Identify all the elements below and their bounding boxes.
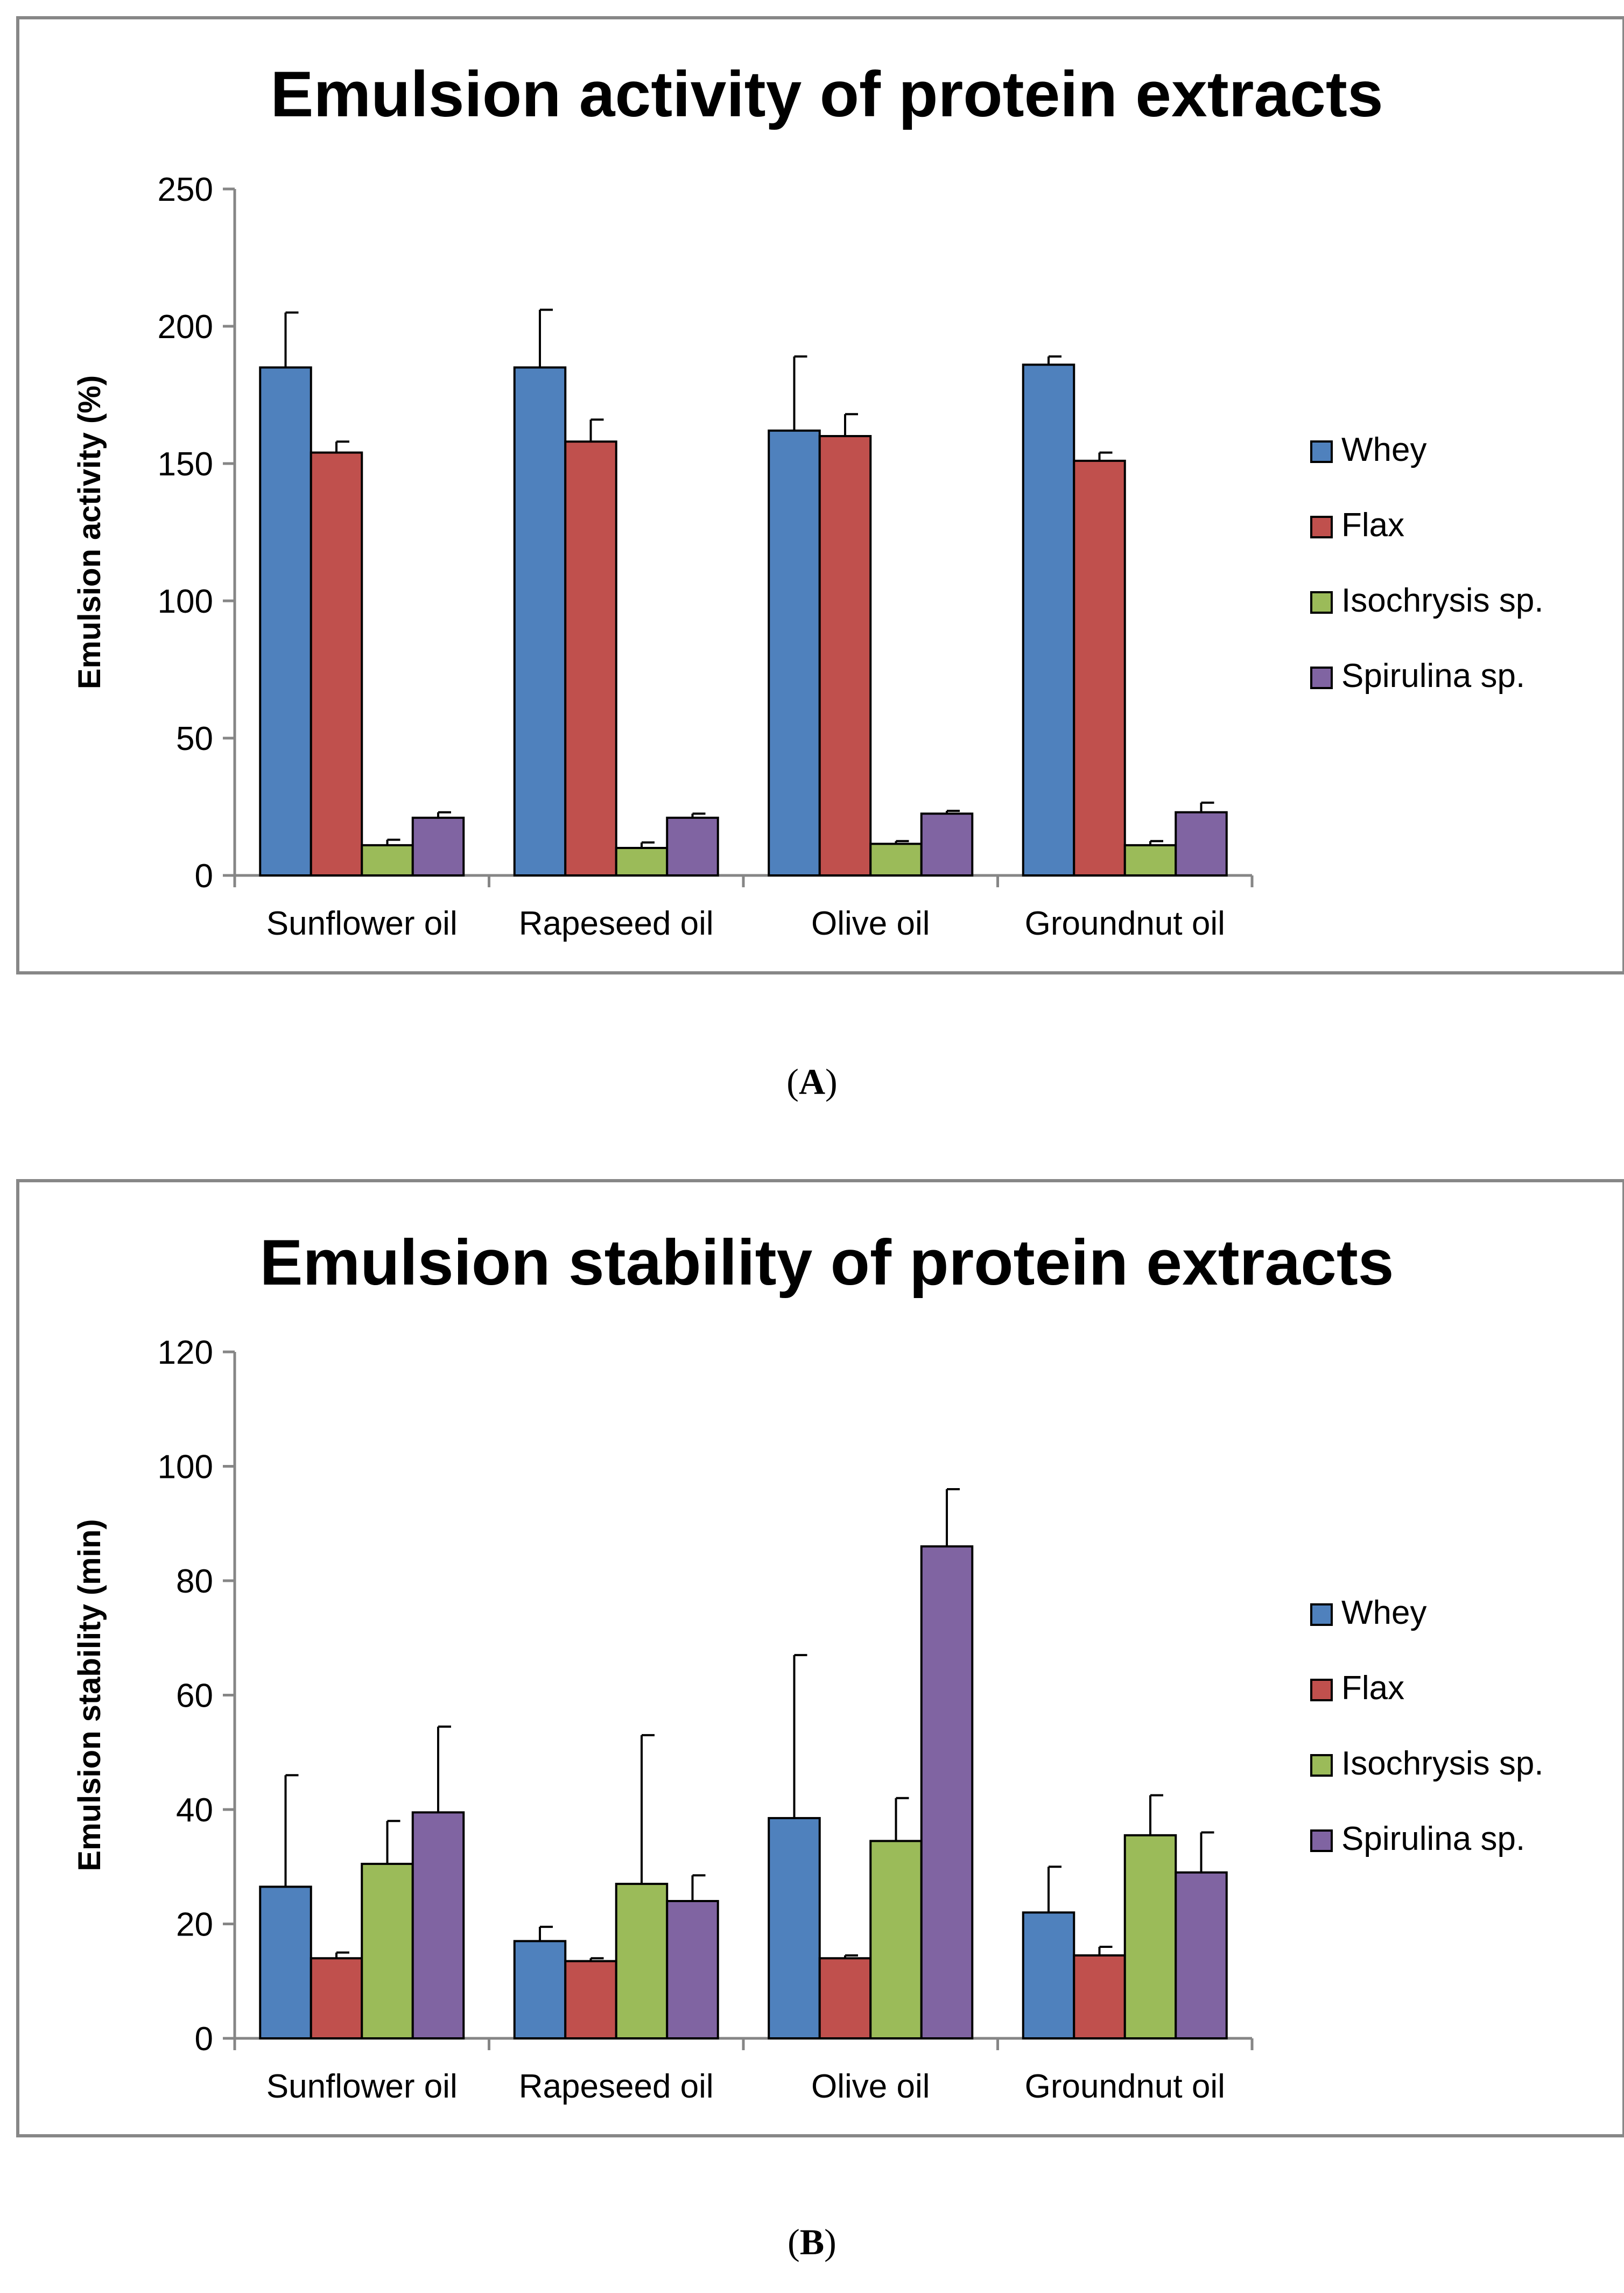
chart-svg-emulsion-stability: Emulsion stability of protein extracts Em… xyxy=(72,1226,1544,2105)
bar-spirulina-sp-olive-oil xyxy=(920,1545,974,2039)
bar-spirulina-sp-groundnut-oil xyxy=(1175,1871,1228,2039)
y-axis-label: Emulsion stability (min) xyxy=(72,1519,107,1871)
legend-swatch-whey xyxy=(1310,1603,1333,1626)
legend-label-whey: Whey xyxy=(1341,431,1426,468)
y-tick-label: 250 xyxy=(158,171,213,208)
bar-flax-olive-oil xyxy=(818,435,872,876)
y-tick-label: 100 xyxy=(158,583,213,620)
y-tick-label: 150 xyxy=(158,446,213,483)
bar-whey-groundnut-oil xyxy=(1022,1911,1075,2039)
x-tick-label-sunflower-oil: Sunflower oil xyxy=(266,905,458,942)
y-tick-label: 0 xyxy=(195,2021,213,2058)
bar-spirulina-sp-rapeseed-oil xyxy=(666,1900,719,2039)
bar-flax-rapeseed-oil xyxy=(564,440,617,876)
bar-flax-groundnut-oil xyxy=(1073,459,1126,876)
bar-isochrysis-sp-groundnut-oil xyxy=(1123,844,1177,877)
bar-whey-rapeseed-oil xyxy=(513,366,567,876)
legend-label-flax: Flax xyxy=(1341,507,1404,544)
panel-label-b: (B) xyxy=(788,2221,836,2262)
bar-isochrysis-sp-rapeseed-oil xyxy=(615,847,669,876)
bar-flax-groundnut-oil xyxy=(1073,1954,1126,2039)
bar-spirulina-sp-groundnut-oil xyxy=(1175,811,1228,876)
legend-swatch-spirulina-sp xyxy=(1310,1829,1333,1852)
y-tick-label: 0 xyxy=(195,858,213,895)
legend-swatch-flax xyxy=(1310,1679,1333,1701)
chart-panel-emulsion-stability: Emulsion stability of protein extracts Em… xyxy=(16,1179,1624,2137)
bar-whey-olive-oil xyxy=(768,429,821,876)
y-tick-label: 20 xyxy=(176,1906,213,1944)
bar-isochrysis-sp-sunflower-oil xyxy=(361,844,414,877)
x-tick-label-rapeseed-oil: Rapeseed oil xyxy=(519,905,714,942)
bar-spirulina-sp-sunflower-oil xyxy=(411,816,465,877)
legend-label-isochrysis-sp: Isochrysis sp. xyxy=(1341,1745,1544,1782)
legend-swatch-spirulina-sp xyxy=(1310,667,1333,689)
bar-whey-olive-oil xyxy=(768,1817,821,2039)
x-tick-label-rapeseed-oil: Rapeseed oil xyxy=(519,2068,714,2105)
x-tick-label-olive-oil: Olive oil xyxy=(811,2068,930,2105)
bar-flax-olive-oil xyxy=(818,1957,872,2039)
legend-swatch-whey xyxy=(1310,440,1333,463)
x-tick-label-groundnut-oil: Groundnut oil xyxy=(1025,905,1225,942)
bar-spirulina-sp-rapeseed-oil xyxy=(666,816,719,877)
bar-flax-sunflower-oil xyxy=(310,1957,363,2039)
legend-label-isochrysis-sp: Isochrysis sp. xyxy=(1341,582,1544,619)
bar-isochrysis-sp-sunflower-oil xyxy=(361,1862,414,2039)
legend-label-spirulina-sp: Spirulina sp. xyxy=(1341,657,1525,695)
x-tick-label-groundnut-oil: Groundnut oil xyxy=(1025,2068,1225,2105)
bar-whey-sunflower-oil xyxy=(259,1885,312,2039)
bar-spirulina-sp-sunflower-oil xyxy=(411,1811,465,2039)
y-tick-label: 60 xyxy=(176,1678,213,1715)
bar-isochrysis-sp-olive-oil xyxy=(869,1840,923,2039)
bar-whey-groundnut-oil xyxy=(1022,363,1075,876)
y-tick-label: 120 xyxy=(158,1334,213,1371)
bar-isochrysis-sp-groundnut-oil xyxy=(1123,1834,1177,2039)
y-tick-label: 40 xyxy=(176,1792,213,1829)
bar-flax-rapeseed-oil xyxy=(564,1960,617,2039)
bar-isochrysis-sp-rapeseed-oil xyxy=(615,1883,669,2039)
panel-label-a: (A) xyxy=(786,1061,838,1102)
chart-panel-emulsion-activity: Emulsion activity of protein extracts Emu… xyxy=(16,16,1624,974)
y-tick-label: 80 xyxy=(176,1563,213,1600)
legend-swatch-isochrysis-sp xyxy=(1310,1754,1333,1777)
chart-svg-emulsion-activity: Emulsion activity of protein extracts Emu… xyxy=(72,58,1544,942)
bar-flax-sunflower-oil xyxy=(310,451,363,876)
y-tick-label: 50 xyxy=(176,720,213,758)
bar-whey-sunflower-oil xyxy=(259,366,312,876)
bar-isochrysis-sp-olive-oil xyxy=(869,843,923,876)
legend-swatch-isochrysis-sp xyxy=(1310,591,1333,614)
legend-label-spirulina-sp: Spirulina sp. xyxy=(1341,1820,1525,1857)
legend-label-whey: Whey xyxy=(1341,1594,1426,1631)
chart-title: Emulsion stability of protein extracts xyxy=(259,1226,1394,1299)
chart-title: Emulsion activity of protein extracts xyxy=(270,58,1383,130)
bar-whey-rapeseed-oil xyxy=(513,1940,567,2039)
legend-label-flax: Flax xyxy=(1341,1670,1404,1707)
legend-swatch-flax xyxy=(1310,516,1333,538)
x-tick-label-olive-oil: Olive oil xyxy=(811,905,930,942)
x-tick-label-sunflower-oil: Sunflower oil xyxy=(266,2068,458,2105)
y-axis-label: Emulsion activity (%) xyxy=(72,375,107,689)
bar-spirulina-sp-olive-oil xyxy=(920,812,974,876)
y-tick-label: 100 xyxy=(158,1449,213,1486)
y-tick-label: 200 xyxy=(158,308,213,346)
